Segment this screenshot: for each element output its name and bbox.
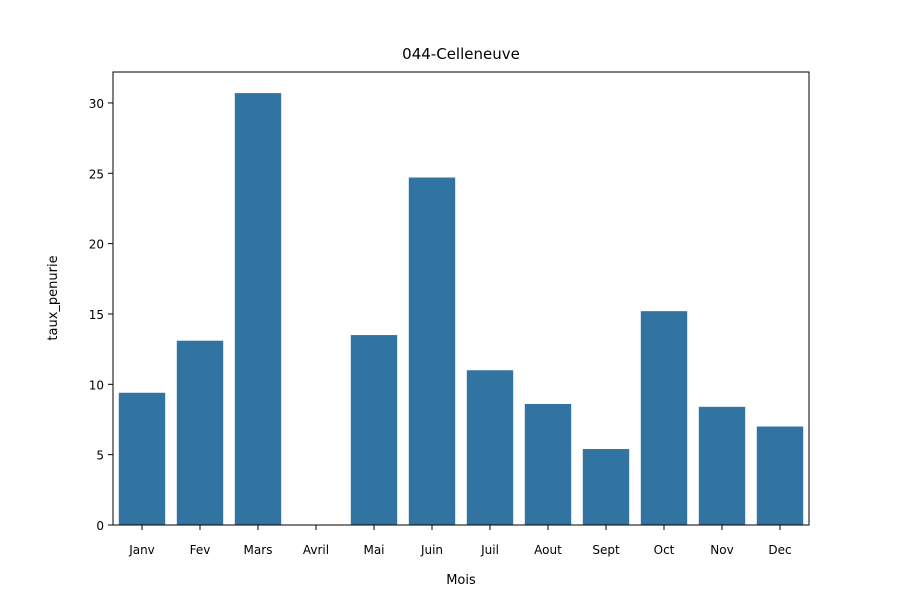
bar-dec: [756, 426, 804, 525]
x-tick-label: Nov: [710, 543, 733, 557]
bars-group: [118, 93, 804, 525]
y-axis-label: taux_penurie: [46, 255, 61, 340]
x-tick-label: Avril: [303, 543, 329, 557]
bar-mars: [234, 93, 282, 525]
y-axis-ticks: 0 5 10 15 20 25 30: [89, 97, 113, 533]
x-tick-label: Juin: [420, 543, 443, 557]
x-tick-label: Sept: [592, 543, 620, 557]
bar-juin: [408, 177, 456, 525]
x-tick-label: Fev: [190, 543, 211, 557]
y-tick-label: 5: [96, 449, 104, 463]
y-tick-label: 0: [96, 519, 104, 533]
x-tick-label: Aout: [534, 543, 562, 557]
y-tick-label: 15: [89, 308, 104, 322]
bar-oct: [640, 311, 688, 525]
plot-frame: [112, 71, 810, 526]
y-tick-label: 30: [89, 97, 104, 111]
x-axis-label: Mois: [446, 573, 476, 588]
x-tick-label: Juil: [480, 543, 499, 557]
bar-nov: [698, 406, 746, 525]
x-tick-label: Janv: [128, 543, 155, 557]
y-tick-label: 25: [89, 167, 104, 181]
x-tick-label: Mars: [244, 543, 273, 557]
bar-fev: [176, 340, 224, 525]
x-tick-label: Mai: [363, 543, 384, 557]
x-axis-ticks: Janv Fev Mars Avril Mai Juin Juil Aout Sept Oct No…: [128, 525, 792, 557]
x-tick-label: Dec: [768, 543, 791, 557]
bar-mai: [350, 335, 398, 525]
y-tick-label: 20: [89, 238, 104, 252]
y-tick-label: 10: [89, 378, 104, 392]
bar-janv: [118, 392, 166, 525]
bar-aout: [524, 404, 572, 525]
bar-juil: [466, 370, 514, 525]
bar-sept: [582, 449, 630, 525]
x-tick-label: Oct: [654, 543, 675, 557]
chart-title: 044-Celleneuve: [402, 45, 520, 63]
